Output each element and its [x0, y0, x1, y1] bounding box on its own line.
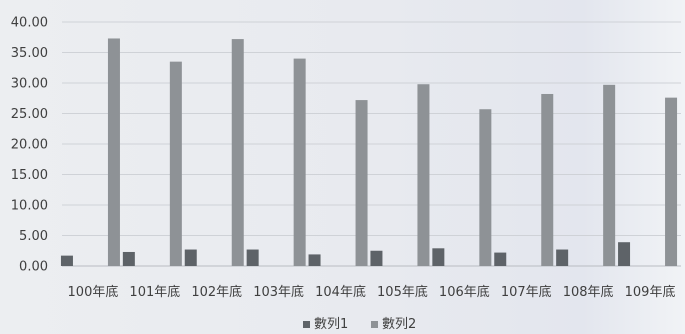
y-axis: 0.00 5.00 10.00 15.00 20.00 25.00 30.00 35.00 40…: [11, 16, 48, 275]
bar-series1-4: [246, 249, 259, 266]
bar-series1-6: [370, 250, 383, 266]
x-tick-label: 100年底: [68, 284, 119, 300]
bars: [60, 38, 678, 267]
bar-series2-2: [169, 61, 182, 267]
y-tick-label: 0.00: [19, 260, 48, 275]
bar-series2-10: [665, 97, 678, 266]
legend-swatch-series2: [371, 321, 378, 328]
bar-series1-3: [184, 249, 197, 266]
x-axis: 100年底 101年底 102年底 103年底 104年底 105年底 106年底 107年底…: [68, 284, 676, 300]
y-tick-label: 5.00: [19, 229, 48, 244]
bar-series1-7: [432, 248, 445, 266]
gridlines: [62, 21, 681, 267]
legend-label-series1: 數列1: [314, 317, 348, 332]
y-tick-label: 15.00: [11, 168, 48, 183]
bar-series2-3: [231, 39, 244, 266]
legend-swatch-series1: [303, 321, 310, 328]
legend-label-series2: 數列2: [382, 317, 416, 332]
bar-series2-4: [293, 58, 306, 266]
bar-series2-9: [603, 84, 616, 266]
x-tick-label: 106年底: [439, 284, 490, 300]
bar-series2-5: [355, 100, 368, 266]
x-tick-label: 105年底: [377, 284, 428, 300]
y-tick-label: 10.00: [11, 199, 48, 214]
legend: 數列1 數列2: [303, 317, 416, 332]
bar-series1-8: [494, 252, 507, 266]
bar-series1-2: [122, 251, 135, 266]
y-tick-label: 20.00: [11, 138, 48, 153]
y-tick-label: 25.00: [11, 107, 48, 122]
x-tick-label: 101年底: [129, 284, 180, 300]
x-tick-label: 103年底: [253, 284, 304, 300]
bar-series1-10: [618, 242, 631, 266]
bar-series2-7: [479, 109, 492, 266]
x-tick-label: 107年底: [501, 284, 552, 300]
bar-series2-1: [107, 38, 120, 266]
bar-series2-8: [541, 93, 554, 266]
y-tick-label: 30.00: [11, 77, 48, 92]
y-tick-label: 40.00: [11, 16, 48, 31]
x-tick-label: 102年底: [191, 284, 242, 300]
x-tick-label: 108年底: [563, 284, 614, 300]
bar-series2-6: [417, 84, 430, 266]
x-tick-label: 104年底: [315, 284, 366, 300]
x-tick-label: 109年底: [625, 284, 676, 300]
y-tick-label: 35.00: [11, 46, 48, 61]
bar-series1-5: [308, 254, 321, 266]
bar-series1-1: [60, 255, 73, 266]
bar-series1-9: [556, 249, 569, 266]
